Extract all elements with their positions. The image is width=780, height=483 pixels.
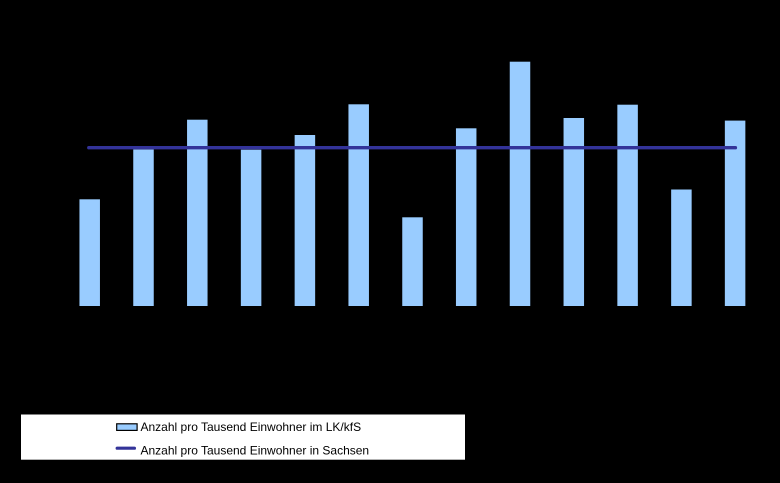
svg-text:Anzahl pro Tausend Einwohner i: Anzahl pro Tausend Einwohner in Sachsen (141, 443, 370, 457)
svg-text:Anzahl pro Tausend Einwohner i: Anzahl pro Tausend Einwohner im LK/kfS (141, 420, 362, 434)
